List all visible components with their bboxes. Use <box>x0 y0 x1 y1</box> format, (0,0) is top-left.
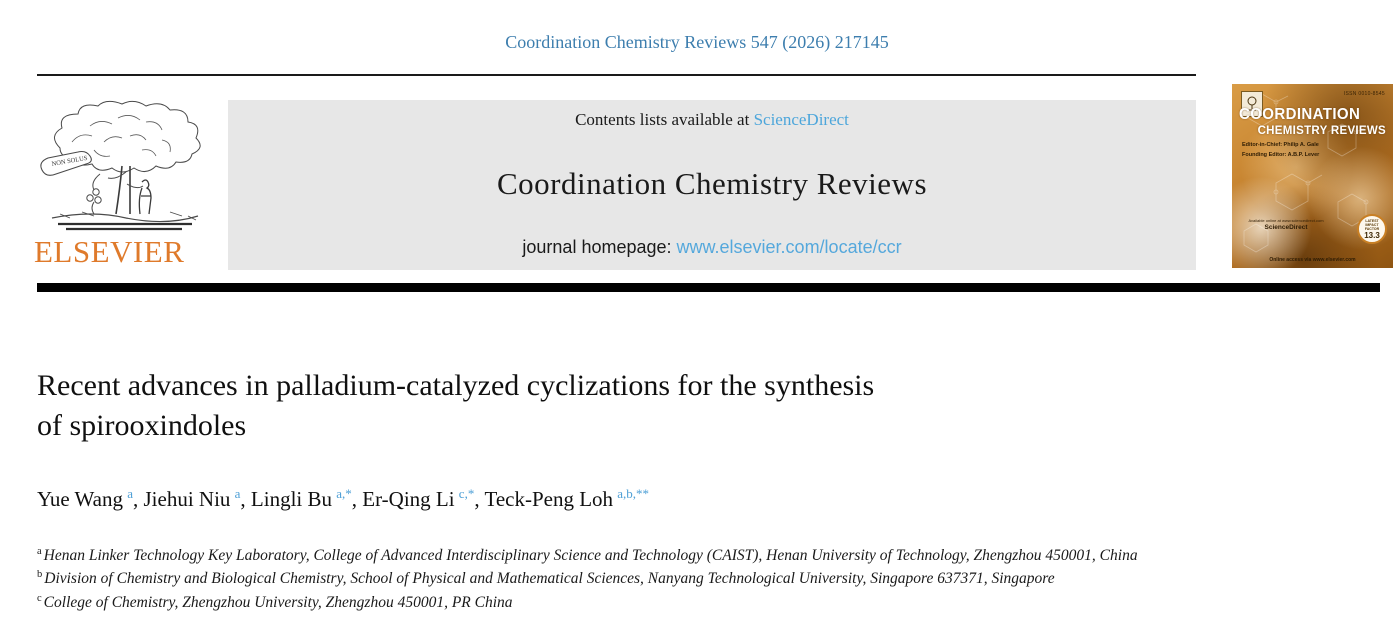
contents-line: Contents lists available at ScienceDirec… <box>575 110 849 130</box>
journal-title: Coordination Chemistry Reviews <box>496 165 928 201</box>
author-affiliation-marker: a,b,** <box>617 485 650 501</box>
cover-editor-in-chief: Editor-in-Chief: Philip A. Gale <box>1242 142 1319 148</box>
sciencedirect-link[interactable]: ScienceDirect <box>753 110 849 129</box>
cover-elsevier-mini-logo <box>1241 91 1263 117</box>
cover-sciencedirect-box: Available online at www.sciencedirect.co… <box>1242 218 1330 231</box>
article-title-line1: Recent advances in palladium-catalyzed c… <box>37 369 875 402</box>
contents-prefix: Contents lists available at <box>575 110 754 129</box>
author-separator: , <box>474 486 485 511</box>
impact-factor-label: LATEST IMPACT FACTOR <box>1364 218 1380 231</box>
cover-founding-editor: Founding Editor: A.B.P. Lever <box>1242 152 1320 159</box>
impact-factor-value: 13.3 <box>1364 230 1380 240</box>
cover-editors: Editor-in-Chief: Philip A. Gale Founding… <box>1242 140 1319 161</box>
author-separator: , <box>240 486 251 511</box>
affiliation: c College of Chemistry, Zhengzhou Univers… <box>37 592 513 611</box>
article-head: Recent advances in palladium-catalyzed c… <box>37 366 1357 614</box>
affiliation-list: a Henan Linker Technology Key Laboratory,… <box>37 544 1172 614</box>
author[interactable]: Yue Wang a <box>37 485 133 511</box>
elsevier-logo: NON SOLUS ELSEVIER <box>30 96 220 270</box>
affiliation: b Division of Chemistry and Biological Ch… <box>37 569 1055 588</box>
author-list: Yue Wang a, Jiehui Niu a, Lingli Bu a,*,… <box>37 486 1357 512</box>
cover-hexagon-pattern <box>1243 93 1369 253</box>
elsevier-wordmark: ELSEVIER <box>34 234 185 269</box>
cover-title: COORDINATION CHEMISTRY REVIEWS <box>1232 106 1393 137</box>
author-separator: , <box>351 486 363 511</box>
author[interactable]: Lingli Bu a,* <box>250 485 352 511</box>
affiliation: a Henan Linker Technology Key Laboratory,… <box>37 545 1138 564</box>
cover-sciencedirect-label: ScienceDirect <box>1264 224 1308 231</box>
author[interactable]: Jiehui Niu a <box>143 485 241 511</box>
article-title-line2: of spirooxindoles <box>37 408 247 442</box>
thick-divider-bar <box>37 283 1380 292</box>
author-affiliation-marker: a <box>127 485 133 501</box>
cover-available-online: Available online at www.sciencedirect.co… <box>1248 218 1324 223</box>
cover-title-line2: CHEMISTRY REVIEWS <box>1257 125 1386 137</box>
author-separator: , <box>133 486 144 511</box>
elsevier-tree-icon: NON SOLUS <box>40 100 201 231</box>
cover-issn: ISSN 0010-8545 <box>1343 91 1385 97</box>
author[interactable]: Teck-Peng Loh a,b,** <box>484 485 650 511</box>
author-affiliation-marker: c,* <box>458 485 475 501</box>
homepage-line: journal homepage: www.elsevier.com/locat… <box>522 237 901 258</box>
journal-banner: Contents lists available at ScienceDirec… <box>228 100 1196 270</box>
author-affiliation-marker: a,* <box>336 485 352 501</box>
article-title: Recent advances in palladium-catalyzed c… <box>37 366 1357 446</box>
journal-citation: Coordination Chemistry Reviews 547 (2026… <box>505 32 889 52</box>
cover-title-line1: COORDINATION <box>1239 106 1361 123</box>
author[interactable]: Er-Qing Li c,* <box>362 485 475 511</box>
journal-homepage-link[interactable]: www.elsevier.com/locate/ccr <box>676 237 902 257</box>
cover-impact-factor-badge: LATEST IMPACT FACTOR 13.3 <box>1357 214 1387 244</box>
top-divider-rule <box>37 74 1196 76</box>
cover-bottom-line: Online access via www.elsevier.com <box>1269 257 1356 263</box>
homepage-prefix: journal homepage: <box>522 237 677 257</box>
author-affiliation-marker: a <box>234 485 241 501</box>
journal-cover-thumbnail[interactable]: ISSN 0010-8545 COORDINATION CHEMISTRY RE… <box>1232 84 1393 268</box>
